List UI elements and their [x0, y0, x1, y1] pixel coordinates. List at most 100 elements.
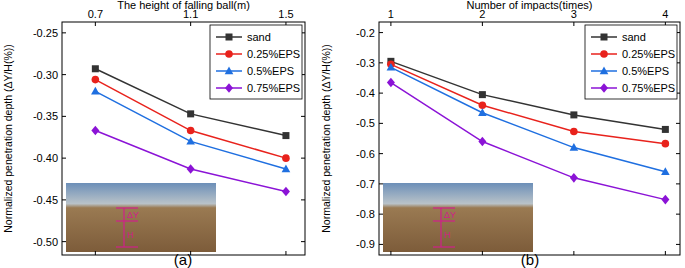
marker [387, 78, 395, 88]
marker [187, 110, 194, 117]
marker [282, 164, 291, 172]
legend-marker [600, 67, 609, 75]
y-tick-label: -0.8 [356, 208, 375, 220]
marker [92, 65, 99, 72]
y-tick [676, 153, 680, 154]
y-axis-label: Normalized penetration depth (ΔY/H(%)) [2, 44, 14, 233]
y-tick [62, 116, 66, 117]
inset-line [433, 220, 455, 221]
annotation: H [444, 230, 451, 240]
marker [570, 128, 578, 136]
series-line [95, 91, 286, 169]
inset-line [433, 246, 455, 247]
marker [661, 167, 670, 175]
y-tick-label: -0.30 [33, 69, 58, 81]
y-tick-label: -0.7 [356, 178, 375, 190]
y-tick [379, 32, 383, 33]
marker [187, 127, 195, 135]
annotation: ΔY [444, 210, 456, 220]
marker [570, 143, 579, 151]
marker [478, 108, 487, 116]
y-tick-label: -0.45 [33, 194, 58, 206]
legend-label: sand [247, 31, 271, 43]
panel-label: (b) [521, 251, 539, 268]
y-tick [379, 123, 383, 124]
annotation: ΔY [127, 210, 139, 220]
x-tick [95, 251, 96, 255]
panel-label: (a) [174, 251, 192, 268]
y-tick [379, 183, 383, 184]
x-tick [390, 251, 391, 255]
legend-label: 0.25%EPS [247, 48, 300, 60]
y-tick [62, 158, 66, 159]
figure: ΔYH-0.25-0.30-0.35-0.40-0.45-0.500.71.11… [0, 0, 685, 268]
marker [661, 195, 669, 205]
y-tick-label: -0.50 [33, 236, 58, 248]
marker [282, 187, 290, 197]
plot-frame [379, 22, 680, 255]
x-tick [285, 251, 286, 255]
legend-label: 0.5%EPS [247, 65, 294, 77]
annotation: H [127, 230, 134, 240]
y-tick-label: -0.5 [356, 117, 375, 129]
y-tick-label: -0.6 [356, 148, 375, 160]
y-tick [301, 241, 305, 242]
y-tick [379, 244, 383, 245]
y-tick-label: -0.2 [356, 27, 375, 39]
y-tick-label: -0.25 [33, 27, 58, 39]
inset-line [433, 207, 455, 208]
legend-marker [601, 34, 608, 41]
x-tick [482, 251, 483, 255]
marker [282, 154, 290, 162]
x-tick [665, 251, 666, 255]
y-tick [379, 214, 383, 215]
inset-line [116, 220, 138, 221]
x-tick [95, 22, 96, 26]
marker [478, 137, 486, 147]
x-tick-label: 4 [662, 8, 668, 20]
legend-label: 0.75%EPS [247, 82, 300, 94]
y-tick-label: -0.40 [33, 152, 58, 164]
x-tick [190, 22, 191, 26]
marker [570, 173, 578, 183]
y-tick [379, 153, 383, 154]
legend [210, 25, 302, 99]
y-tick-label: -0.4 [356, 87, 375, 99]
y-tick [62, 241, 66, 242]
marker [570, 111, 577, 118]
inset-line [116, 207, 138, 208]
x-tick [482, 22, 483, 26]
series-line [95, 131, 286, 192]
marker [387, 63, 396, 71]
legend-label: sand [622, 31, 646, 43]
plot-frame [62, 22, 305, 255]
y-tick-label: -0.3 [356, 57, 375, 69]
y-axis-label: Normalized penetration depth (ΔY/H(%)) [320, 44, 332, 233]
legend-marker [600, 50, 608, 58]
y-tick [379, 62, 383, 63]
legend-label: 0.75%EPS [622, 82, 675, 94]
y-tick [676, 214, 680, 215]
marker [91, 126, 99, 136]
marker [92, 76, 100, 84]
x-tick [390, 22, 391, 26]
x-axis-label: The height of falling ball(m) [117, 0, 250, 11]
x-tick [573, 251, 574, 255]
marker [662, 126, 669, 133]
x-tick-label: 1 [388, 8, 394, 20]
inset-photo [66, 183, 216, 252]
legend-marker [600, 83, 608, 93]
y-tick [301, 158, 305, 159]
marker [91, 87, 100, 95]
legend [585, 25, 677, 99]
legend-marker [225, 67, 234, 75]
y-tick-label: -0.35 [33, 110, 58, 122]
marker [662, 140, 670, 148]
marker [479, 91, 486, 98]
y-tick [379, 93, 383, 94]
legend-label: 0.25%EPS [622, 48, 675, 60]
marker [479, 101, 487, 109]
series-line [391, 83, 665, 200]
legend-marker [225, 83, 233, 93]
inset-line [440, 208, 441, 247]
